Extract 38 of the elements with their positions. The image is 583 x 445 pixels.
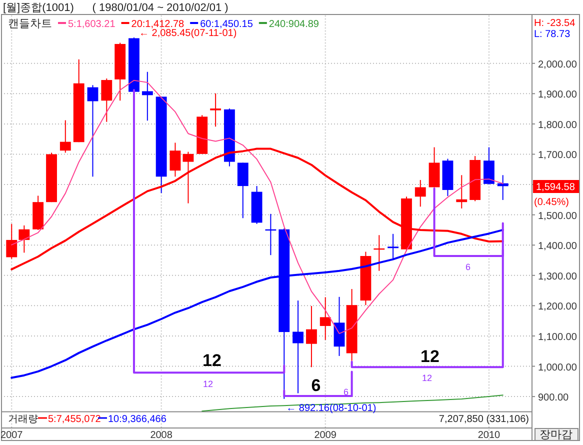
y-tick-label: 1,400.00	[538, 241, 578, 252]
y-tick-label: 1,200.00	[538, 302, 578, 313]
legend-label: 240:904.89	[268, 19, 320, 30]
x-tick-label: 2009	[314, 430, 337, 441]
x-tick-label: 2010	[478, 430, 501, 441]
y-tick-label: 1,000.00	[538, 362, 578, 374]
annotation: ← 892.16(08-10-01)	[286, 402, 376, 414]
y-tick-label: 900.00	[538, 392, 570, 404]
text: 거래량	[8, 414, 38, 425]
text: 1,594.58	[536, 182, 576, 193]
text: H: -23.54	[534, 18, 576, 29]
y-tick-label: 2,000.00	[538, 59, 578, 70]
legend-label: 60:1,450.15	[200, 19, 254, 30]
legend-title: 캔들차트	[8, 18, 52, 30]
annotation: 12	[422, 373, 432, 383]
y-tick-label: 1,700.00	[538, 150, 578, 162]
annotation: ← 2,085.45(07-11-01)	[139, 28, 237, 39]
y-tick-label: 1,900.00	[538, 90, 578, 101]
text: 10:9,366,466	[108, 414, 167, 425]
legend-label: 5:1,603.21	[68, 19, 116, 30]
annotation: 12	[420, 347, 440, 366]
text: (0.45%)	[534, 197, 570, 208]
y-tick-label: 1,800.00	[538, 120, 578, 131]
text: L: 78.73	[534, 29, 571, 40]
chart-title: [월]종합(1001) ( 1980/01/04 ~ 2010/02/01 )	[3, 2, 228, 14]
y-tick-label: 1,300.00	[538, 271, 578, 282]
y-tick-label: 1,500.00	[538, 210, 578, 222]
y-tick-label: 1,100.00	[538, 332, 578, 343]
annotation: 6	[343, 387, 349, 397]
text: 장마감	[540, 429, 572, 441]
text: 7,207,850 (331,106)	[438, 414, 529, 425]
legend-label: 20:1,412.78	[131, 19, 185, 30]
annotation: 6	[465, 262, 471, 272]
x-tick-label: 2008	[150, 430, 173, 441]
annotation: 12	[202, 379, 214, 389]
annotation: 6	[311, 376, 321, 395]
text: 5:7,455,072	[48, 414, 102, 425]
annotation: 12	[202, 351, 222, 370]
